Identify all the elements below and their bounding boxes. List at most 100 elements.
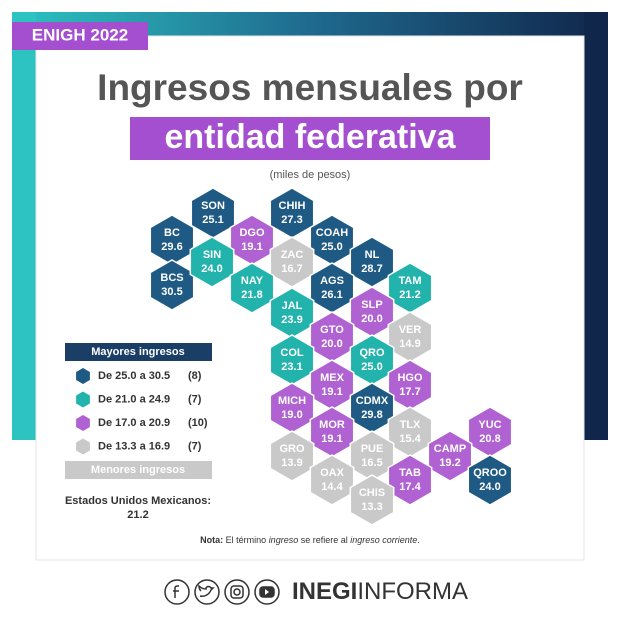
state-value: 19.1 <box>241 241 262 253</box>
note-part: ingreso corriente <box>350 535 417 545</box>
legend-top-bar <box>65 343 212 361</box>
note: Nota: El término ingreso se refiere al i… <box>200 535 420 545</box>
national-value: 21.2 <box>127 509 148 521</box>
icon-youtube[interactable] <box>254 579 280 605</box>
state-value: 26.1 <box>321 289 342 301</box>
legend-bottom-label: Menores ingresos <box>91 464 185 476</box>
state-code: PUE <box>361 443 384 455</box>
state-hex <box>269 430 315 482</box>
icon-twitter[interactable] <box>194 579 220 605</box>
legend-count: (7) <box>188 440 202 452</box>
state-code: HGO <box>397 372 423 384</box>
state-value: 17.7 <box>399 386 420 398</box>
state-value: 13.3 <box>361 501 382 513</box>
state-value: 19.1 <box>321 386 342 398</box>
state-code: NAY <box>241 275 264 287</box>
state-hex <box>467 454 513 506</box>
state-value: 23.1 <box>281 361 302 373</box>
note-part: Nota: <box>200 535 223 545</box>
state-value: 30.5 <box>161 286 182 298</box>
state-code: QROO <box>473 467 507 479</box>
state-value: 17.4 <box>399 481 421 493</box>
state-code: BC <box>164 227 180 239</box>
state-value: 19.1 <box>321 433 342 445</box>
state-value: 23.9 <box>281 314 302 326</box>
state-value: 29.6 <box>161 241 182 253</box>
frame-left <box>12 12 36 440</box>
state-value: 19.0 <box>281 409 302 421</box>
state-code: TAB <box>399 467 421 479</box>
state-value: 16.5 <box>361 457 382 469</box>
state-value: 25.1 <box>202 214 223 226</box>
legend-bottom-bar <box>65 461 212 479</box>
legend-swatch <box>76 415 90 431</box>
state-code: JAL <box>282 300 303 312</box>
legend-count: (10) <box>188 417 208 429</box>
state-code: VER <box>399 324 422 336</box>
state-value: 21.8 <box>241 289 262 301</box>
state-code: DGO <box>239 227 265 239</box>
legend-count: (7) <box>188 393 202 405</box>
state-hex <box>269 236 315 288</box>
state-value: 20.0 <box>361 313 382 325</box>
tag: ENIGH 2022 <box>32 25 128 44</box>
legend-top-label: Mayores ingresos <box>91 346 185 358</box>
state-code: CHIS <box>359 487 385 499</box>
state-value: 19.2 <box>439 457 460 469</box>
note-part: ingreso <box>269 535 299 545</box>
state-value: 16.7 <box>281 263 302 275</box>
title: entidad federativa <box>165 118 457 156</box>
state-code: MOR <box>319 419 345 431</box>
state-code: COAH <box>316 227 348 239</box>
subtitle: (miles de pesos) <box>270 169 351 181</box>
icon-instagram[interactable] <box>224 579 250 605</box>
state-value: 15.4 <box>399 433 421 445</box>
legend-swatch <box>76 391 90 408</box>
state-code: QRO <box>359 347 385 359</box>
state-hex <box>309 454 355 506</box>
legend-swatch <box>76 438 90 455</box>
state-code: SIN <box>203 249 221 261</box>
state-hex <box>427 430 473 482</box>
state-value: 28.7 <box>361 263 382 275</box>
social-icons <box>164 579 280 605</box>
legend-label: De 17.0 a 20.9 <box>98 417 170 429</box>
state-code: SLP <box>361 299 382 311</box>
brand: INEGIINFORMA <box>292 578 468 605</box>
brand-light: INFORMA <box>357 578 468 605</box>
state-code: MEX <box>320 372 345 384</box>
state-value: 21.2 <box>399 289 420 301</box>
state-code: SON <box>201 200 225 212</box>
state-value: 24.0 <box>479 481 500 493</box>
state-code: BCS <box>160 272 183 284</box>
state-hex <box>349 474 395 526</box>
icon-facebook[interactable] <box>164 579 190 605</box>
state-code: CDMX <box>356 395 389 407</box>
title: Ingresos mensuales por <box>97 67 523 108</box>
frame-right <box>584 12 608 440</box>
brand-bold: INEGI <box>292 578 357 605</box>
note-part: . <box>417 535 420 545</box>
state-code: TLX <box>400 419 421 431</box>
state-code: AGS <box>320 275 344 287</box>
state-value: 14.9 <box>399 338 420 350</box>
national-label: Estados Unidos Mexicanos: <box>65 495 211 507</box>
legend-swatch <box>76 368 90 384</box>
legend-count: (8) <box>188 370 202 382</box>
state-value: 14.4 <box>321 481 343 493</box>
state-value: 20.8 <box>479 433 500 445</box>
state-code: MICH <box>278 395 306 407</box>
state-code: CHIH <box>279 200 306 212</box>
state-code: GRO <box>279 443 305 455</box>
state-value: 13.9 <box>281 457 302 469</box>
legend-label: De 25.0 a 30.5 <box>98 370 170 382</box>
state-hex <box>229 262 275 314</box>
state-value: 27.3 <box>281 214 302 226</box>
state-value: 29.8 <box>361 409 382 421</box>
state-value: 25.0 <box>321 241 342 253</box>
legend-label: De 21.0 a 24.9 <box>98 393 170 405</box>
state-value: 25.0 <box>361 361 382 373</box>
state-code: YUC <box>478 419 501 431</box>
state-code: COL <box>280 347 304 359</box>
